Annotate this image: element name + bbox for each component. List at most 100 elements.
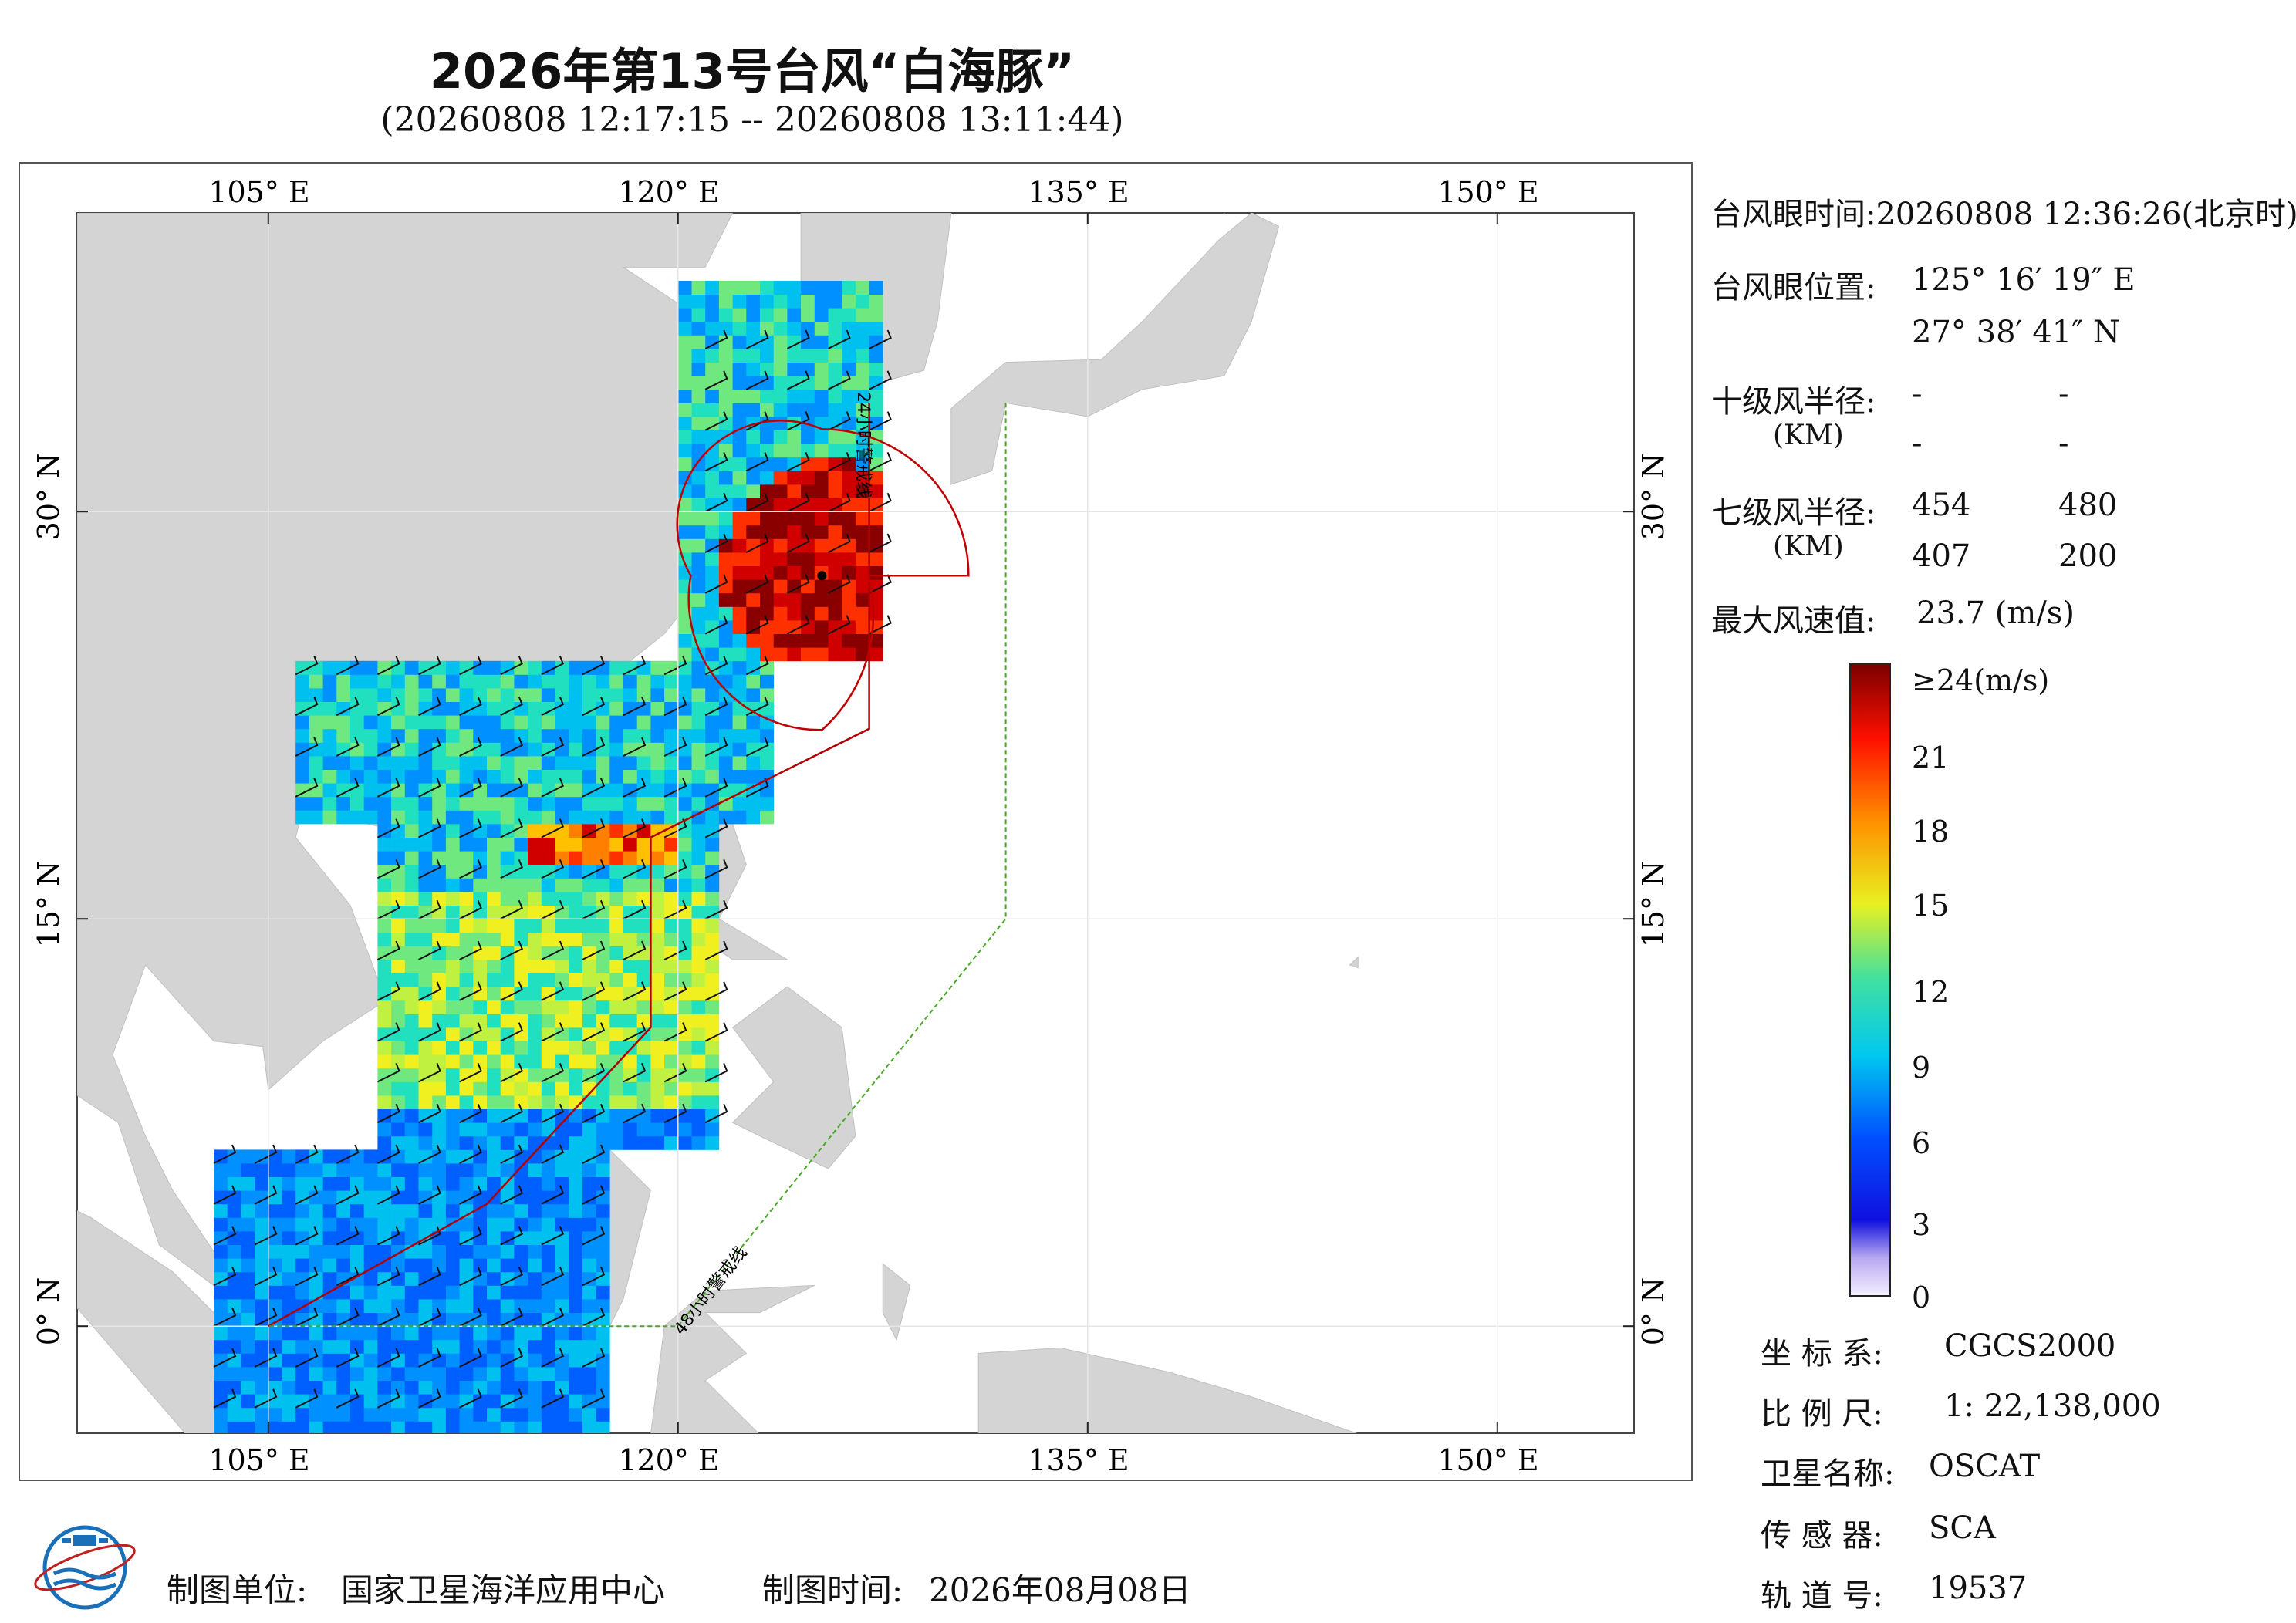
swath-cell bbox=[404, 1190, 419, 1205]
swath-cell bbox=[555, 824, 569, 838]
swath-cell bbox=[350, 660, 364, 675]
swath-cell bbox=[596, 1068, 610, 1082]
swath-cell bbox=[787, 565, 802, 580]
swath-cell bbox=[418, 1163, 433, 1177]
swath-cell bbox=[404, 905, 419, 919]
swath-cell bbox=[842, 592, 856, 607]
swath-cell bbox=[746, 756, 761, 770]
swath-cell bbox=[828, 457, 842, 471]
swath-cell bbox=[664, 878, 679, 892]
swath-cell bbox=[732, 810, 747, 825]
swath-cell bbox=[760, 362, 774, 376]
swath-cell bbox=[705, 1041, 720, 1055]
swath-cell bbox=[514, 1312, 528, 1327]
swath-cell bbox=[459, 1380, 474, 1395]
swath-cell bbox=[514, 742, 528, 757]
swath-cell bbox=[555, 851, 569, 865]
swath-cell bbox=[677, 892, 692, 906]
swath-cell bbox=[391, 783, 406, 798]
swath-cell bbox=[677, 960, 692, 973]
swath-cell bbox=[500, 1367, 515, 1381]
swath-cell bbox=[555, 1176, 569, 1191]
swath-cell bbox=[500, 1095, 515, 1109]
swath-cell bbox=[309, 674, 323, 689]
swath-cell bbox=[664, 960, 679, 973]
swath-cell bbox=[432, 1027, 447, 1041]
swath-cell bbox=[746, 701, 761, 716]
swath-cell bbox=[760, 281, 774, 295]
swath-cell bbox=[677, 633, 692, 648]
swath-cell bbox=[309, 1407, 323, 1422]
swath-cell bbox=[691, 1135, 706, 1150]
swath-cell bbox=[255, 1190, 269, 1205]
swath-cell bbox=[828, 281, 842, 295]
wind-map[interactable]: 105° E 120° E 135° E 150° E 105° E 120° … bbox=[20, 164, 1694, 1483]
swath-cell bbox=[309, 1285, 323, 1300]
swath-cell bbox=[432, 810, 447, 825]
satellite-value: OSCAT bbox=[1929, 1449, 2041, 1484]
swath-cell bbox=[295, 810, 310, 825]
swath-cell bbox=[528, 1258, 542, 1273]
swath-cell bbox=[636, 715, 651, 730]
swath-cell bbox=[541, 660, 555, 675]
swath-cell bbox=[363, 1326, 378, 1341]
swath-cell bbox=[432, 1299, 447, 1313]
swath-cell bbox=[609, 1027, 624, 1041]
swath-cell bbox=[432, 1421, 447, 1433]
swath-cell bbox=[677, 525, 692, 539]
wind-barb bbox=[376, 1022, 400, 1042]
swath-cell bbox=[473, 1027, 488, 1041]
swath-cell bbox=[650, 837, 665, 852]
swath-cell bbox=[363, 783, 378, 798]
swath-cell bbox=[459, 1149, 474, 1164]
swath-cell bbox=[732, 335, 747, 349]
swath-cell bbox=[718, 620, 733, 634]
wind-barb bbox=[500, 859, 523, 879]
swath-cell bbox=[528, 1244, 542, 1259]
swath-cell bbox=[650, 1027, 665, 1041]
swath-cell bbox=[500, 1285, 515, 1300]
swath-cell bbox=[445, 892, 460, 906]
wind-barb bbox=[704, 778, 728, 798]
wind-barb bbox=[295, 656, 319, 676]
swath-cell bbox=[391, 1285, 406, 1300]
swath-cell bbox=[555, 1380, 569, 1395]
swath-cell bbox=[650, 960, 665, 973]
swath-cell bbox=[514, 1394, 528, 1409]
wind-barb bbox=[623, 899, 647, 920]
swath-cell bbox=[855, 633, 869, 648]
swath-cell bbox=[432, 1407, 447, 1422]
swath-cell bbox=[801, 511, 815, 526]
swath-cell bbox=[336, 674, 351, 689]
swath-cell bbox=[842, 349, 856, 363]
swath-cell bbox=[718, 349, 733, 363]
swath-cell bbox=[555, 1217, 569, 1232]
swath-cell bbox=[528, 919, 542, 933]
swath-cell bbox=[650, 769, 665, 784]
swath-cell bbox=[473, 769, 488, 784]
swath-cell bbox=[377, 960, 392, 973]
swath-cell bbox=[718, 294, 733, 309]
swath-cell bbox=[569, 796, 583, 811]
swath-cell bbox=[487, 1027, 501, 1041]
swath-cell bbox=[322, 1217, 337, 1232]
swath-cell bbox=[500, 987, 515, 1001]
swath-cell bbox=[514, 688, 528, 702]
wind-barb bbox=[623, 696, 647, 717]
swath-cell bbox=[869, 294, 883, 309]
swath-cell bbox=[760, 579, 774, 594]
swath-cell bbox=[309, 1163, 323, 1177]
swath-cell bbox=[677, 769, 692, 784]
swath-cell bbox=[255, 1217, 269, 1232]
swath-cell bbox=[514, 728, 528, 743]
swath-cell bbox=[473, 796, 488, 811]
swath-cell bbox=[623, 783, 637, 798]
swath-cell bbox=[445, 660, 460, 675]
swath-cell bbox=[487, 1339, 501, 1354]
swath-cell bbox=[541, 1163, 555, 1177]
wind-barb bbox=[582, 1226, 606, 1246]
swath-cell bbox=[691, 769, 706, 784]
swath-cell bbox=[705, 1135, 720, 1150]
swath-cell bbox=[487, 905, 501, 919]
swath-cell bbox=[391, 1027, 406, 1041]
